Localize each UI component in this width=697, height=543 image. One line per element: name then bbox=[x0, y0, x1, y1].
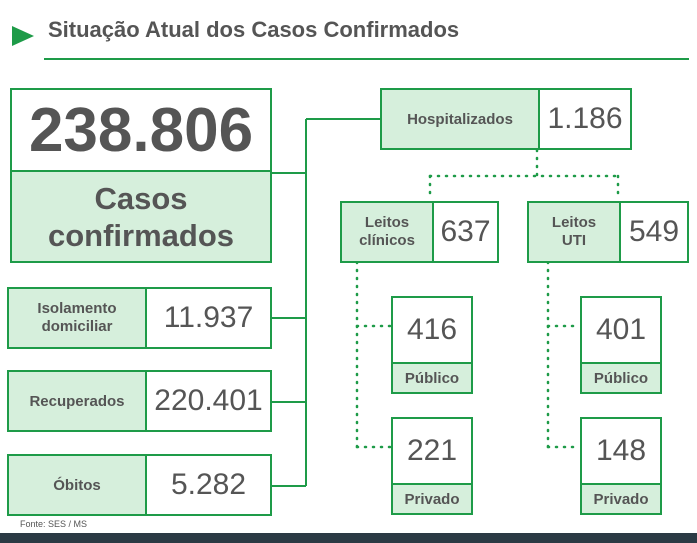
leitos-clinicos-label: Leitos clínicos bbox=[342, 203, 434, 261]
total-cases-value: 238.806 bbox=[12, 90, 270, 172]
uti-publico-box: 401 Público bbox=[580, 296, 662, 394]
leitos-uti-box: Leitos UTI 549 bbox=[527, 201, 689, 263]
leitos-uti-label-line2: UTI bbox=[561, 232, 587, 249]
clinicos-privado-value: 221 bbox=[406, 434, 458, 467]
footer-bar bbox=[0, 533, 697, 543]
clinicos-privado-box: 221 Privado bbox=[391, 417, 473, 515]
leitos-clinicos-box: Leitos clínicos 637 bbox=[340, 201, 499, 263]
isolamento-label-line2: domiciliar bbox=[41, 318, 113, 335]
isolamento-box: Isolamento domiciliar 11.937 bbox=[7, 287, 272, 349]
obitos-value: 5.282 bbox=[170, 468, 247, 501]
source-note: Fonte: SES / MS bbox=[20, 519, 88, 529]
isolamento-label-line1: Isolamento bbox=[37, 300, 117, 317]
leitos-uti-label-line1: Leitos bbox=[551, 214, 597, 231]
hospitalizados-box: Hospitalizados 1.186 bbox=[380, 88, 632, 150]
clinicos-publico-box: 416 Público bbox=[391, 296, 473, 394]
uti-privado-box: 148 Privado bbox=[580, 417, 662, 515]
leitos-clinicos-label-line2: clínicos bbox=[359, 232, 415, 249]
leitos-uti-label: Leitos UTI bbox=[529, 203, 621, 261]
title-underline bbox=[44, 58, 689, 60]
recuperados-value: 220.401 bbox=[154, 384, 263, 417]
uti-publico-label: Público bbox=[582, 362, 660, 392]
title-arrow-icon bbox=[12, 26, 34, 46]
leitos-uti-value: 549 bbox=[628, 215, 680, 248]
obitos-box: Óbitos 5.282 bbox=[7, 454, 272, 516]
hospitalizados-label: Hospitalizados bbox=[382, 90, 540, 148]
uti-publico-value: 401 bbox=[595, 313, 647, 346]
clinicos-publico-value: 416 bbox=[406, 313, 458, 346]
leitos-clinicos-label-line1: Leitos bbox=[364, 214, 410, 231]
obitos-label: Óbitos bbox=[9, 456, 147, 514]
isolamento-value: 11.937 bbox=[163, 301, 254, 334]
isolamento-label: Isolamento domiciliar bbox=[9, 289, 147, 347]
total-cases-label-line2: confirmados bbox=[47, 217, 235, 253]
recuperados-box: Recuperados 220.401 bbox=[7, 370, 272, 432]
uti-privado-value: 148 bbox=[595, 434, 647, 467]
total-cases-box: 238.806 Casos confirmados bbox=[10, 88, 272, 263]
recuperados-label: Recuperados bbox=[9, 372, 147, 430]
total-cases-label-line1: Casos bbox=[94, 180, 188, 216]
uti-privado-label: Privado bbox=[582, 483, 660, 513]
total-cases-label: Casos confirmados bbox=[12, 172, 270, 261]
page-title: Situação Atual dos Casos Confirmados bbox=[48, 17, 460, 42]
hospitalizados-value: 1.186 bbox=[547, 102, 623, 135]
leitos-clinicos-value: 637 bbox=[440, 215, 491, 248]
clinicos-privado-label: Privado bbox=[393, 483, 471, 513]
clinicos-publico-label: Público bbox=[393, 362, 471, 392]
